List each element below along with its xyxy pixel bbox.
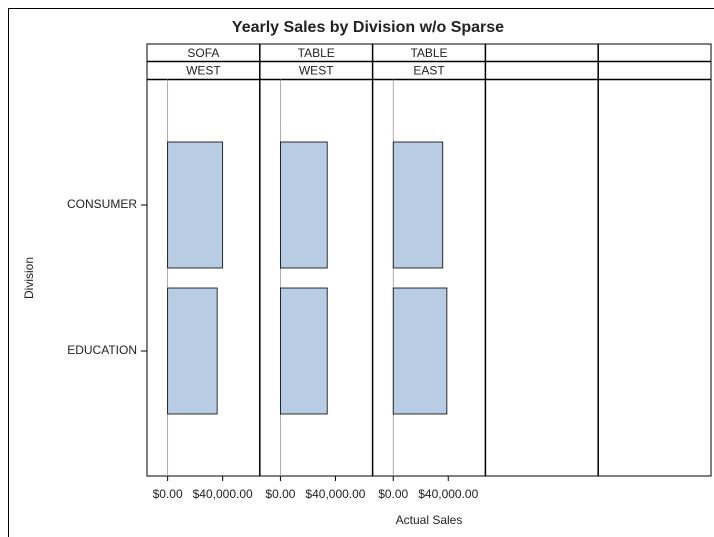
panel-area [146, 43, 712, 477]
y-tick-label: EDUCATION [67, 343, 137, 357]
panel-header: EAST [413, 64, 445, 78]
x-tick-label: $0.00 [265, 487, 295, 501]
panel-header: WEST [299, 64, 334, 78]
x-tick-label: $0.00 [153, 487, 183, 501]
bar [280, 287, 328, 415]
bar [392, 141, 444, 269]
panel-header: TABLE [298, 46, 335, 60]
panel-header: TABLE [410, 46, 447, 60]
panel-header: WEST [186, 64, 221, 78]
panel-header: SOFA [187, 46, 219, 60]
bar [167, 141, 224, 269]
bar [280, 141, 328, 269]
bar [392, 287, 448, 415]
x-tick-label: $40,000.00 [305, 487, 365, 501]
chart-title: Yearly Sales by Division w/o Sparse [232, 19, 504, 36]
y-axis-label: Division [22, 257, 36, 299]
y-tick-label: CONSUMER [67, 197, 137, 211]
x-tick-label: $0.00 [378, 487, 408, 501]
x-axis-label: Actual Sales [396, 513, 463, 527]
x-tick-label: $40,000.00 [193, 487, 253, 501]
bar [167, 287, 218, 415]
x-tick-label: $40,000.00 [418, 487, 478, 501]
